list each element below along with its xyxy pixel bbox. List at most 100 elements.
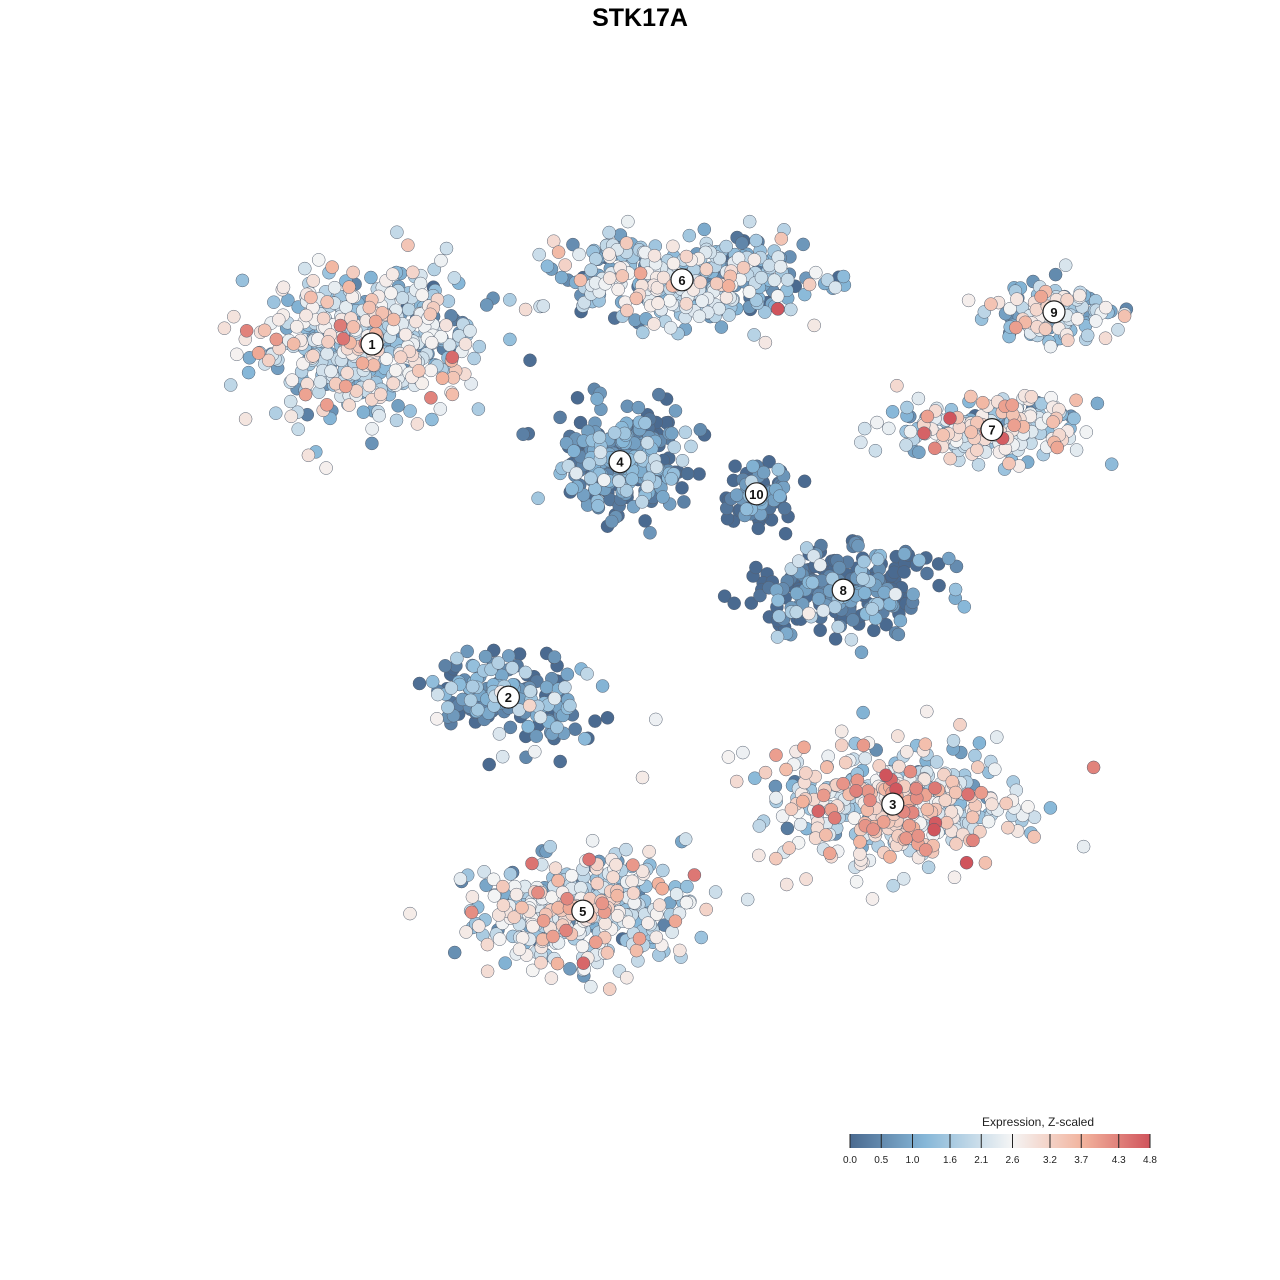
- cell-point: [779, 762, 793, 777]
- cell-point: [284, 409, 298, 424]
- cell-point: [570, 391, 585, 405]
- cell-point: [1060, 293, 1074, 307]
- cluster-label-text: 6: [678, 273, 685, 288]
- cell-point: [853, 835, 867, 849]
- cell-point: [251, 346, 266, 360]
- cell-point: [749, 233, 763, 248]
- cell-point: [879, 617, 893, 632]
- cell-point: [797, 474, 812, 489]
- cell-point: [610, 888, 624, 903]
- cell-point: [598, 916, 612, 931]
- cell-point: [239, 324, 254, 338]
- cell-point: [866, 822, 880, 836]
- cell-point: [882, 421, 896, 436]
- cell-point: [679, 297, 694, 311]
- cell-point: [385, 267, 400, 281]
- cell-point: [478, 649, 493, 664]
- cell-point: [445, 387, 460, 402]
- cell-point: [585, 833, 600, 848]
- cell-point: [865, 602, 879, 616]
- cell-point: [1117, 309, 1132, 323]
- cell-point: [482, 757, 496, 772]
- cell-point: [636, 325, 650, 340]
- cell-point: [532, 247, 546, 262]
- cell-point: [668, 404, 683, 418]
- cell-point: [911, 391, 926, 406]
- cell-point: [752, 848, 766, 863]
- cell-point: [888, 587, 903, 601]
- cell-point: [441, 700, 455, 715]
- cell-point: [942, 551, 956, 566]
- cell-point: [693, 422, 708, 437]
- legend-tick-label: 4.3: [1112, 1155, 1126, 1166]
- cell-point: [1061, 333, 1075, 348]
- cell-point: [697, 222, 712, 237]
- cell-point: [647, 317, 661, 331]
- cell-point: [324, 364, 338, 378]
- cell-point: [863, 793, 877, 808]
- cell-point: [444, 681, 459, 695]
- cell-point: [928, 781, 942, 795]
- cell-point: [778, 526, 793, 541]
- cell-point: [304, 290, 318, 305]
- cell-point: [649, 460, 664, 474]
- cell-point: [410, 417, 425, 431]
- cell-point: [828, 600, 842, 614]
- cell-point: [856, 572, 870, 586]
- cell-point: [306, 274, 320, 288]
- cell-point: [1046, 415, 1060, 429]
- cell-point: [610, 909, 625, 923]
- cell-point: [529, 729, 544, 743]
- cell-point: [584, 471, 598, 485]
- cell-point: [1099, 300, 1113, 315]
- cell-point: [365, 436, 379, 451]
- cluster-label-9: 9: [1042, 300, 1066, 324]
- cell-point: [592, 430, 607, 445]
- cell-point: [433, 402, 448, 416]
- cell-point: [533, 710, 548, 724]
- cell-point: [771, 462, 786, 477]
- cell-point: [727, 596, 741, 611]
- cell-point: [611, 282, 625, 297]
- cell-point: [272, 312, 286, 327]
- cell-point: [424, 363, 438, 378]
- cell-point: [802, 606, 816, 621]
- cluster-label-text: 2: [505, 690, 512, 705]
- cell-point: [656, 270, 671, 285]
- cell-point: [464, 905, 479, 920]
- cell-point: [554, 270, 569, 285]
- cell-point: [619, 236, 634, 250]
- cell-point: [999, 796, 1013, 811]
- cell-point: [560, 891, 574, 906]
- legend-tick-label: 2.1: [974, 1155, 988, 1166]
- cell-point: [227, 309, 241, 324]
- cell-point: [797, 740, 811, 755]
- cell-point: [846, 613, 860, 627]
- cell-point: [968, 748, 982, 763]
- cell-point: [285, 373, 299, 387]
- cell-point: [395, 291, 410, 305]
- cell-point: [1001, 820, 1015, 835]
- cell-point: [460, 644, 474, 659]
- cell-point: [756, 465, 771, 480]
- cell-point: [966, 833, 980, 848]
- cluster-label-text: 3: [889, 797, 896, 812]
- cell-point: [582, 852, 596, 867]
- cell-point: [615, 269, 630, 283]
- cell-point: [435, 371, 450, 385]
- cell-point: [656, 863, 670, 878]
- cell-point: [857, 586, 872, 600]
- cell-point: [590, 876, 605, 891]
- cell-point: [984, 297, 998, 311]
- cell-point: [891, 627, 906, 642]
- cell-point: [856, 705, 870, 720]
- cell-point: [238, 412, 253, 426]
- cell-point: [584, 979, 598, 994]
- cell-point: [518, 302, 533, 317]
- cell-point: [747, 253, 762, 267]
- cell-point: [708, 885, 723, 899]
- cluster-label-text: 1: [368, 337, 375, 352]
- cell-point: [547, 650, 562, 664]
- legend-tick-label: 0.5: [874, 1155, 888, 1166]
- cell-point: [709, 276, 724, 291]
